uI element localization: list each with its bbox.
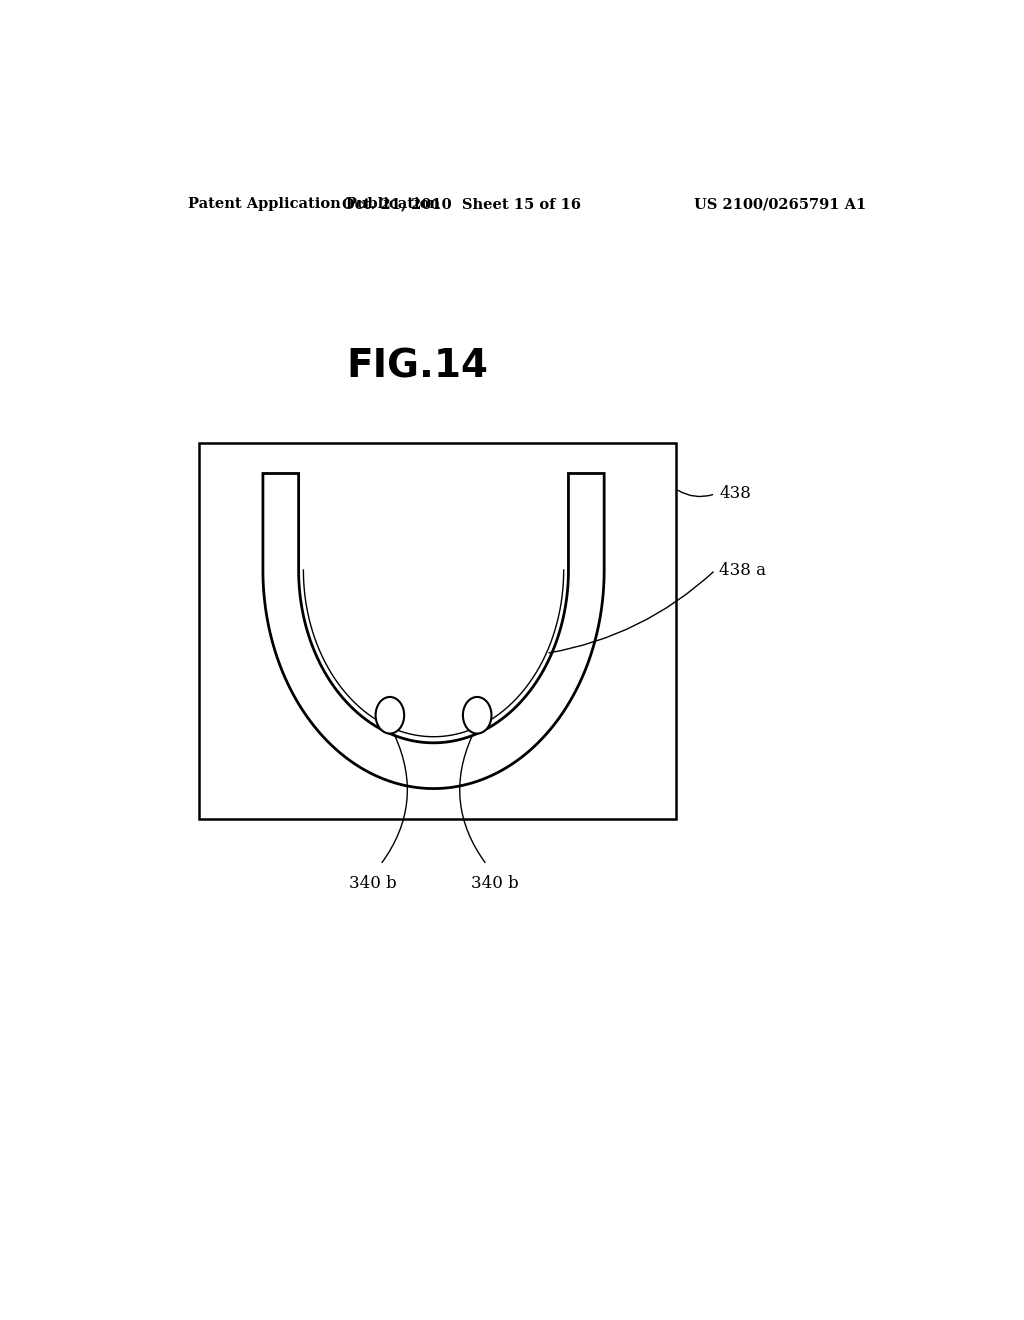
- Bar: [200, 444, 676, 818]
- Text: Patent Application Publication: Patent Application Publication: [187, 197, 439, 211]
- Text: FIG.14: FIG.14: [347, 347, 488, 385]
- Polygon shape: [263, 474, 604, 788]
- Text: 340 b: 340 b: [471, 875, 518, 892]
- Text: US 2100/0265791 A1: US 2100/0265791 A1: [694, 197, 866, 211]
- Text: 438: 438: [719, 486, 752, 503]
- Circle shape: [463, 697, 492, 734]
- Text: 438 a: 438 a: [719, 561, 766, 578]
- Text: Oct. 21, 2010  Sheet 15 of 16: Oct. 21, 2010 Sheet 15 of 16: [342, 197, 581, 211]
- Text: 340 b: 340 b: [348, 875, 396, 892]
- Circle shape: [376, 697, 404, 734]
